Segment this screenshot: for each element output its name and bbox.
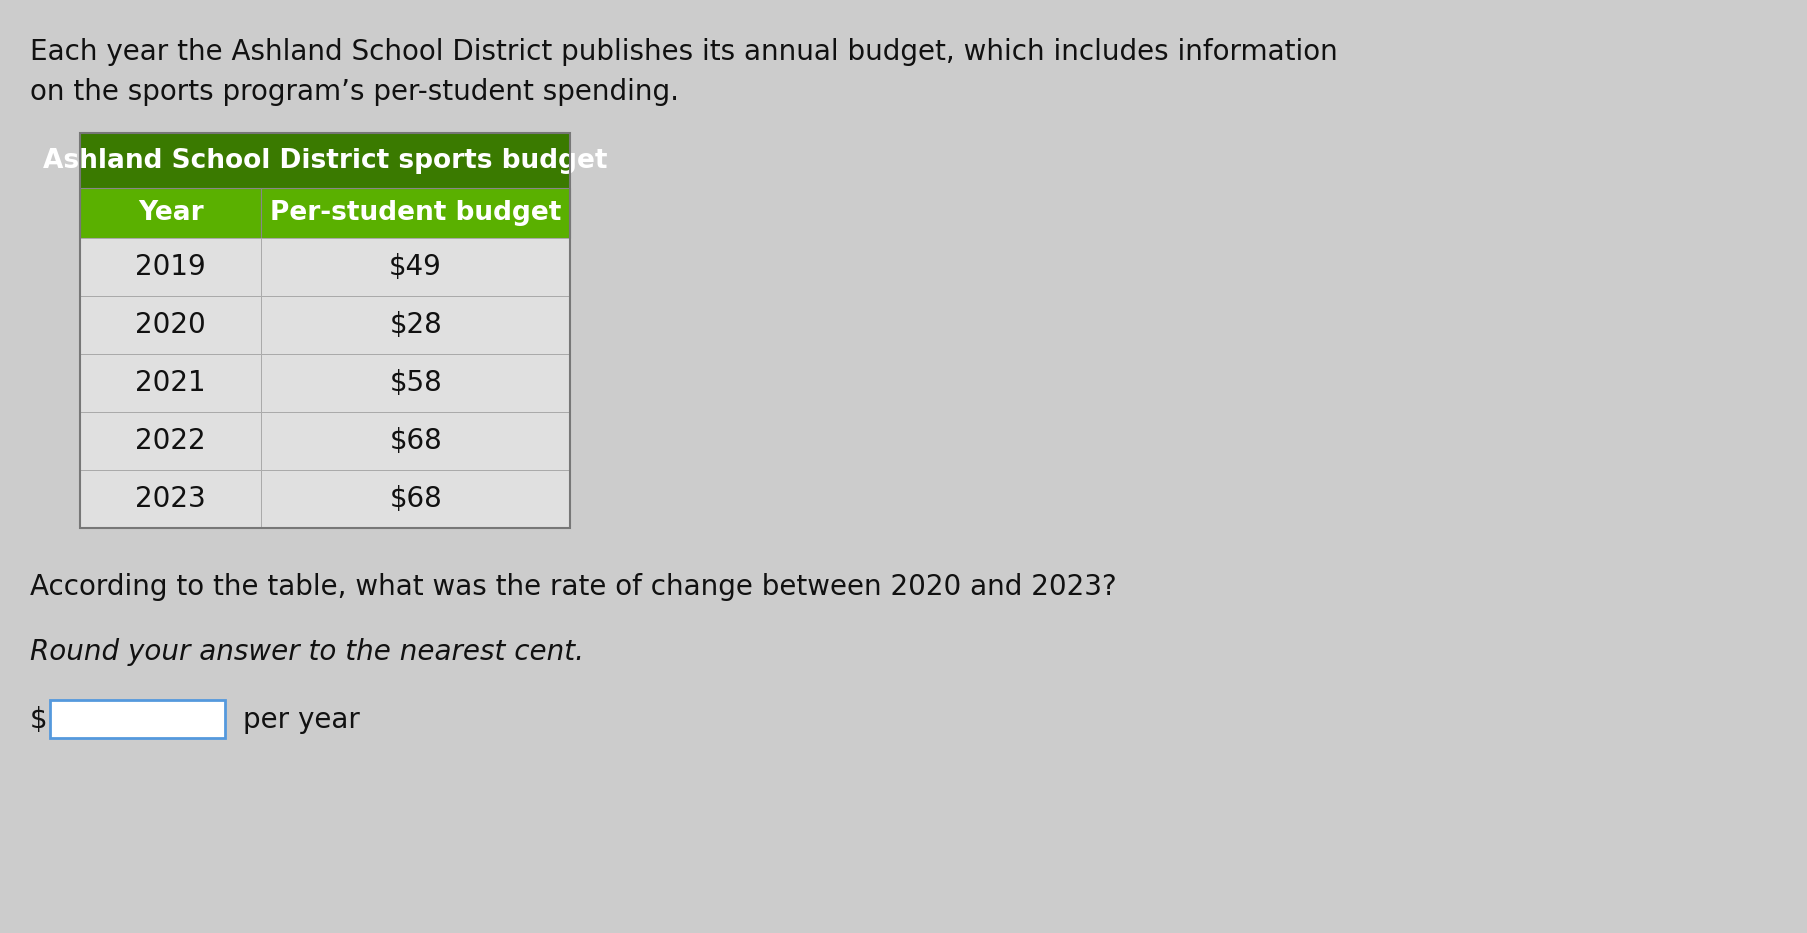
Text: Round your answer to the nearest cent.: Round your answer to the nearest cent.: [31, 638, 584, 666]
Bar: [262, 296, 569, 354]
Text: on the sports program’s per-student spending.: on the sports program’s per-student spen…: [31, 78, 679, 106]
Text: 2022: 2022: [136, 427, 206, 455]
Text: 2021: 2021: [136, 369, 206, 397]
Text: 2023: 2023: [136, 485, 206, 513]
Bar: [80, 470, 262, 528]
Bar: [80, 188, 262, 238]
Text: Per-student budget: Per-student budget: [269, 200, 562, 226]
Text: $28: $28: [389, 311, 443, 339]
Text: per year: per year: [242, 706, 360, 734]
Text: Each year the Ashland School District publishes its annual budget, which include: Each year the Ashland School District pu…: [31, 38, 1337, 66]
Text: 2020: 2020: [136, 311, 206, 339]
Bar: [262, 354, 569, 412]
Text: Year: Year: [137, 200, 204, 226]
Text: According to the table, what was the rate of change between 2020 and 2023?: According to the table, what was the rat…: [31, 573, 1117, 601]
Bar: [80, 238, 262, 296]
Text: Ashland School District sports budget: Ashland School District sports budget: [43, 147, 607, 174]
Text: $68: $68: [389, 427, 443, 455]
Bar: [80, 296, 262, 354]
Bar: [80, 133, 569, 528]
Bar: [80, 354, 262, 412]
Bar: [80, 133, 569, 188]
Bar: [262, 470, 569, 528]
Text: 2019: 2019: [136, 253, 206, 281]
Text: $58: $58: [389, 369, 443, 397]
Bar: [262, 238, 569, 296]
Bar: [51, 700, 226, 738]
Bar: [262, 188, 569, 238]
Bar: [262, 412, 569, 470]
Text: $: $: [31, 706, 47, 734]
Text: $49: $49: [389, 253, 443, 281]
Text: $68: $68: [389, 485, 443, 513]
Bar: [80, 412, 262, 470]
